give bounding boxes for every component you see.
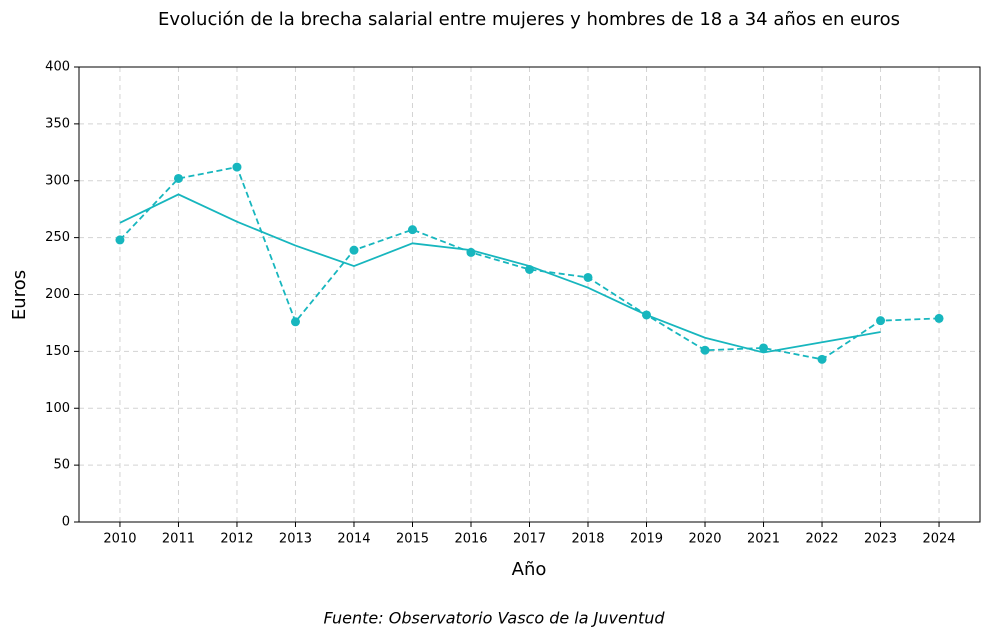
- chart-title: Evolución de la brecha salarial entre mu…: [158, 9, 900, 30]
- plot-frame: [78, 66, 981, 523]
- series-line: [119, 166, 940, 361]
- data-point: [349, 245, 359, 255]
- x-tick-label: 2014: [337, 532, 370, 547]
- y-tick-label: 250: [45, 230, 70, 245]
- data-point: [407, 225, 417, 235]
- y-axis-label: Euros: [9, 270, 30, 320]
- x-tick-label: 2017: [513, 532, 546, 547]
- data-point: [934, 313, 944, 323]
- data-point: [817, 354, 827, 364]
- x-tick-label: 2012: [220, 532, 253, 547]
- series-line: [119, 193, 881, 354]
- y-tick-label: 400: [45, 60, 70, 75]
- data-point: [173, 173, 183, 183]
- data-point: [700, 345, 710, 355]
- y-tick-label: 350: [45, 116, 70, 131]
- x-tick-label: 2019: [630, 532, 663, 547]
- y-tick-label: 150: [45, 344, 70, 359]
- y-tick-label: 0: [62, 515, 70, 530]
- x-tick-label: 2020: [688, 532, 721, 547]
- x-tick-label: 2022: [805, 532, 838, 547]
- x-tick-label: 2010: [103, 532, 136, 547]
- x-tick-label: 2023: [864, 532, 897, 547]
- x-tick-label: 2024: [922, 532, 955, 547]
- x-tick-label: 2013: [279, 532, 312, 547]
- data-point: [290, 317, 300, 327]
- data-point: [115, 235, 125, 245]
- data-point: [232, 162, 242, 172]
- data-point: [583, 272, 593, 282]
- y-tick-label: 300: [45, 173, 70, 188]
- x-tick-label: 2016: [454, 532, 487, 547]
- data-point: [759, 343, 769, 353]
- y-tick-label: 50: [53, 458, 70, 473]
- y-tick-label: 200: [45, 287, 70, 302]
- x-tick-label: 2011: [162, 532, 195, 547]
- data-point: [876, 316, 886, 326]
- y-tick-label: 100: [45, 401, 70, 416]
- x-tick-label: 2018: [571, 532, 604, 547]
- x-axis-label: Año: [512, 559, 547, 580]
- source-note: Fuente: Observatorio Vasco de la Juventu…: [323, 609, 665, 628]
- x-tick-label: 2015: [396, 532, 429, 547]
- x-tick-label: 2021: [747, 532, 780, 547]
